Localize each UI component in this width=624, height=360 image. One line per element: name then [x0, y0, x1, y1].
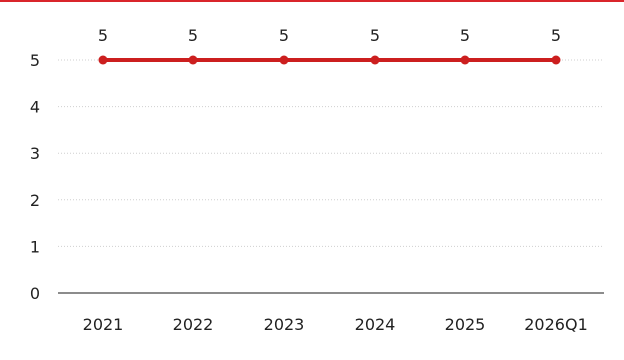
top-accent-rule: [0, 0, 624, 2]
x-tick-label: 2024: [355, 315, 396, 334]
x-tick-label: 2023: [264, 315, 305, 334]
data-point: [188, 55, 198, 65]
labels-layer: 0 1 2 3 4 5 2021 2022 2023 2024 2025 2026Q1 5 5 5 5 5 5: [30, 26, 588, 334]
y-tick-label: 5: [30, 51, 40, 70]
y-tick-label: 4: [30, 98, 40, 117]
data-label: 5: [460, 26, 470, 45]
x-tick-label: 2025: [445, 315, 486, 334]
series-layer: [98, 55, 561, 65]
data-label: 5: [279, 26, 289, 45]
data-point: [460, 55, 470, 65]
data-point: [98, 55, 108, 65]
data-label: 5: [188, 26, 198, 45]
data-label: 5: [370, 26, 380, 45]
data-point: [551, 55, 561, 65]
data-point: [370, 55, 380, 65]
y-tick-label: 2: [30, 191, 40, 210]
data-label: 5: [98, 26, 108, 45]
data-point: [279, 55, 289, 65]
y-tick-label: 1: [30, 237, 40, 256]
x-tick-label: 2026Q1: [524, 315, 588, 334]
y-tick-label: 0: [30, 284, 40, 303]
data-label: 5: [551, 26, 561, 45]
x-tick-label: 2022: [173, 315, 214, 334]
y-tick-label: 3: [30, 144, 40, 163]
x-tick-label: 2021: [83, 315, 124, 334]
grid-lines: [58, 59, 604, 247]
